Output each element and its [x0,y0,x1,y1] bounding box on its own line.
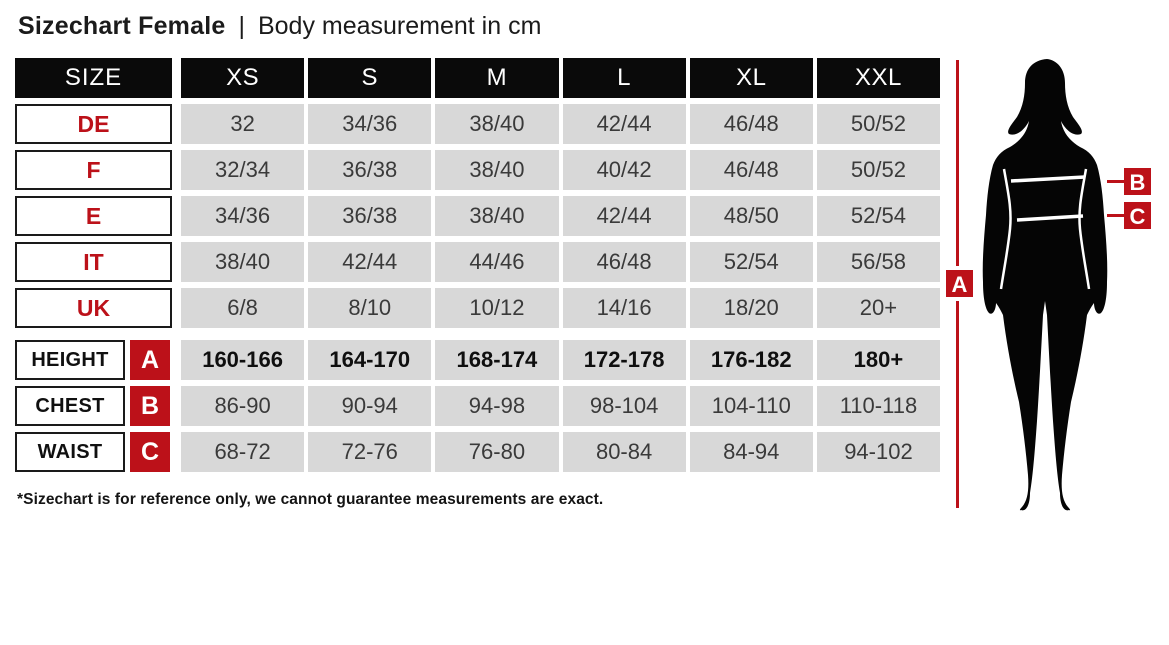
marker-c-box [1124,202,1151,229]
size-cell: 56/58 [816,242,941,282]
size-cell: 50/52 [816,150,941,190]
size-cell: 20+ [816,288,941,328]
measure-cell: 176-182 [689,340,813,380]
marker-a-label: A [952,272,968,297]
row-label: HEIGHT [15,340,125,380]
measure-row-height: HEIGHT A 160-166 164-170 168-174 172-178… [15,340,941,380]
row-label: F [15,150,172,190]
measure-row-chest: CHEST B 86-90 90-94 94-98 98-104 104-110… [15,386,941,426]
size-cell: 42/44 [562,104,686,144]
header-cell-m: M [435,58,559,98]
size-cell: 38/40 [181,242,305,282]
size-cell: 52/54 [816,196,941,236]
size-cell: 42/44 [562,196,686,236]
measure-cell: 168-174 [435,340,559,380]
title-subtitle: Body measurement in cm [257,12,542,40]
measure-cell: 86-90 [181,386,305,426]
size-row-de: DE 32 34/36 38/40 42/44 46/48 50/52 [15,104,941,144]
size-row-f: F 32/34 36/38 38/40 40/42 46/48 50/52 [15,150,941,190]
waist-line [1016,214,1084,222]
marker-b-badge: B [130,386,170,426]
body-measurement-figure: A B C [946,59,1151,511]
size-cell: 46/48 [689,150,813,190]
size-cell: 34/36 [308,104,432,144]
measure-cell: 94-98 [435,386,559,426]
size-cell: 40/42 [562,150,686,190]
size-row-uk: UK 6/8 8/10 10/12 14/16 18/20 20+ [15,288,941,328]
row-label: CHEST [15,386,125,426]
marker-a-box [946,270,973,297]
row-label: E [15,196,172,236]
size-cell: 36/38 [308,150,432,190]
measure-cell: 84-94 [689,432,813,472]
measure-cell: 68-72 [181,432,305,472]
size-row-e: E 34/36 36/38 38/40 42/44 48/50 52/54 [15,196,941,236]
size-cell: 34/36 [181,196,305,236]
size-cell: 44/46 [435,242,559,282]
size-cell: 38/40 [435,150,559,190]
measure-cell: 94-102 [816,432,941,472]
size-row-it: IT 38/40 42/44 44/46 46/48 52/54 56/58 [15,242,941,282]
size-cell: 32/34 [181,150,305,190]
header-cell-xs: XS [181,58,305,98]
header-cell-xl: XL [689,58,813,98]
measure-row-waist: WAIST C 68-72 72-76 76-80 80-84 84-94 94… [15,432,941,472]
size-cell: 6/8 [181,288,305,328]
size-cell: 10/12 [435,288,559,328]
table-header-row: SIZE XS S M L XL XXL [15,58,941,98]
size-cell: 8/10 [308,288,432,328]
size-cell: 32 [181,104,305,144]
header-cell-xxl: XXL [816,58,941,98]
page-title: Sizechart Female | Body measurement in c… [18,12,541,41]
measure-cell: 98-104 [562,386,686,426]
size-cell: 46/48 [562,242,686,282]
header-cell-l: L [562,58,686,98]
size-cell: 52/54 [689,242,813,282]
size-cell: 18/20 [689,288,813,328]
row-label: WAIST [15,432,125,472]
measure-cell: 90-94 [308,386,432,426]
measure-cell: 110-118 [816,386,941,426]
title-separator: | [238,12,245,40]
row-label: IT [15,242,172,282]
header-cell-size: SIZE [15,58,172,98]
marker-c-badge: C [130,432,170,472]
sizechart-table: SIZE XS S M L XL XXL DE 32 34/36 38/40 4… [15,58,941,478]
size-cell: 50/52 [816,104,941,144]
footnote-text: *Sizechart is for reference only, we can… [17,491,604,508]
measure-cell: 160-166 [181,340,305,380]
marker-a-badge: A [130,340,170,380]
chest-line [1010,175,1086,183]
measure-cell: 172-178 [562,340,686,380]
size-cell: 14/16 [562,288,686,328]
size-cell: 48/50 [689,196,813,236]
marker-c-label: C [1130,204,1146,229]
size-cell: 36/38 [308,196,432,236]
measure-cell: 76-80 [435,432,559,472]
measure-cell: 164-170 [308,340,432,380]
row-label: DE [15,104,172,144]
measure-cell: 104-110 [689,386,813,426]
size-cell: 42/44 [308,242,432,282]
header-cell-s: S [308,58,432,98]
row-label: UK [15,288,172,328]
marker-b-label: B [1130,170,1146,195]
size-cell: 46/48 [689,104,813,144]
female-silhouette-icon [982,59,1108,511]
marker-b-box [1124,168,1151,195]
title-main: Sizechart Female [18,12,226,40]
measure-cell: 72-76 [308,432,432,472]
size-cell: 38/40 [435,196,559,236]
size-cell: 38/40 [435,104,559,144]
measure-cell: 80-84 [562,432,686,472]
measure-cell: 180+ [816,340,941,380]
